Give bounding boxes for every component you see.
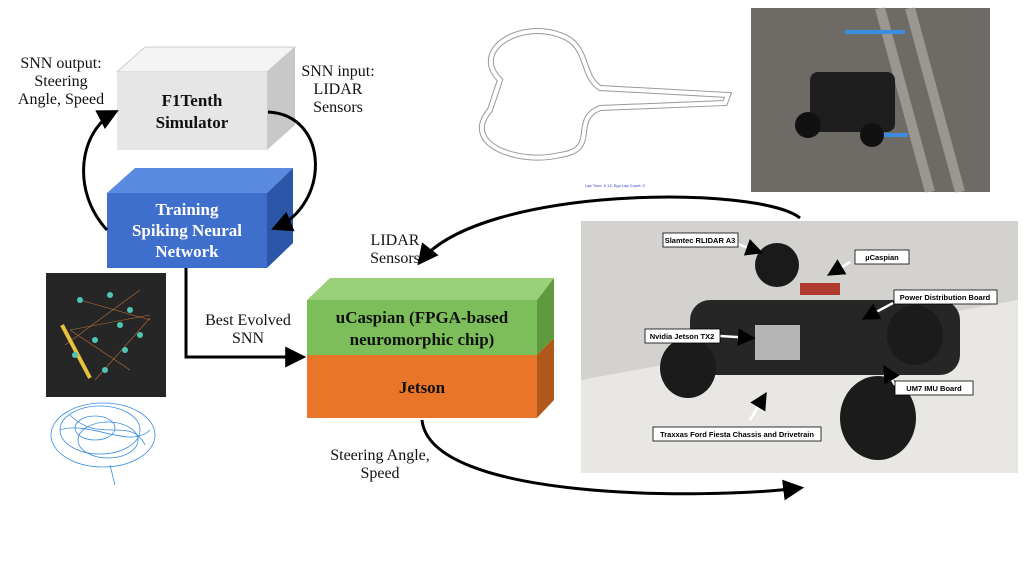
lidar-label: LIDAR Sensors	[370, 232, 420, 267]
text-line: UM7 IMU Board	[906, 384, 962, 393]
text-line: F1Tenth	[162, 91, 223, 110]
text-line: SNN	[232, 330, 264, 347]
ucaspian-label: uCaspian (FPGA-based neuromorphic chip)	[336, 308, 509, 349]
text-line: Sensors	[370, 250, 420, 267]
training-box: Training Spiking Neural Network	[107, 168, 293, 268]
brain-image	[50, 402, 156, 486]
simulator-label: F1Tenth Simulator	[156, 91, 229, 132]
text-line: Speed	[360, 465, 399, 482]
car-label: Power Distribution Board	[900, 293, 991, 302]
track-caption: Lap Time: 0.13; Ego Lap Count: 0	[585, 183, 646, 188]
text-line: Angle, Speed	[18, 91, 104, 108]
text-line: Best Evolved	[205, 312, 291, 329]
car-photo: Slamtec RLIDAR A3 µCaspian Power Distrib…	[581, 221, 1018, 473]
car-photo-top	[751, 6, 990, 194]
text-line: Sensors	[313, 99, 363, 116]
text-line: Network	[155, 242, 219, 261]
snn-output-label: SNN output: Steering Angle, Speed	[18, 55, 104, 108]
text-line: Training	[156, 200, 219, 219]
car-label: UM7 IMU Board	[906, 384, 962, 393]
text-line: Nvidia Jetson TX2	[650, 332, 715, 341]
text-line: µCaspian	[865, 253, 899, 262]
text-line: SNN output:	[20, 55, 101, 72]
simulator-box: F1Tenth Simulator	[115, 46, 297, 150]
text-line: LIDAR	[314, 81, 363, 98]
text-line: uCaspian (FPGA-based	[336, 308, 509, 327]
text-line: SNN input:	[301, 63, 374, 80]
car-label: Traxxas Ford Fiesta Chassis and Drivetra…	[660, 430, 814, 439]
network-image	[46, 273, 166, 397]
text-line: Power Distribution Board	[900, 293, 991, 302]
training-label: Training Spiking Neural Network	[132, 200, 242, 261]
best-evolved-label: Best Evolved SNN	[205, 312, 291, 347]
text-line: Simulator	[156, 113, 229, 132]
car-label: Slamtec RLIDAR A3	[665, 236, 736, 245]
hardware-stack: uCaspian (FPGA-based neuromorphic chip) J…	[307, 278, 554, 418]
text-line: Traxxas Ford Fiesta Chassis and Drivetra…	[660, 430, 814, 439]
text-line: neuromorphic chip)	[350, 330, 495, 349]
jetson-label: Jetson	[399, 378, 446, 397]
text-line: LIDAR	[371, 232, 420, 249]
car-label: µCaspian	[865, 253, 899, 262]
text-line: Spiking Neural	[132, 221, 242, 240]
text-line: Steering	[34, 73, 87, 90]
arrows	[82, 110, 805, 501]
snn-input-label: SNN input: LIDAR Sensors	[301, 63, 374, 116]
car-label: Nvidia Jetson TX2	[650, 332, 715, 341]
track-image: Lap Time: 0.13; Ego Lap Count: 0	[479, 28, 733, 188]
steering-label: Steering Angle, Speed	[330, 447, 430, 482]
text-line: Steering Angle,	[330, 447, 430, 464]
text-line: Slamtec RLIDAR A3	[665, 236, 736, 245]
